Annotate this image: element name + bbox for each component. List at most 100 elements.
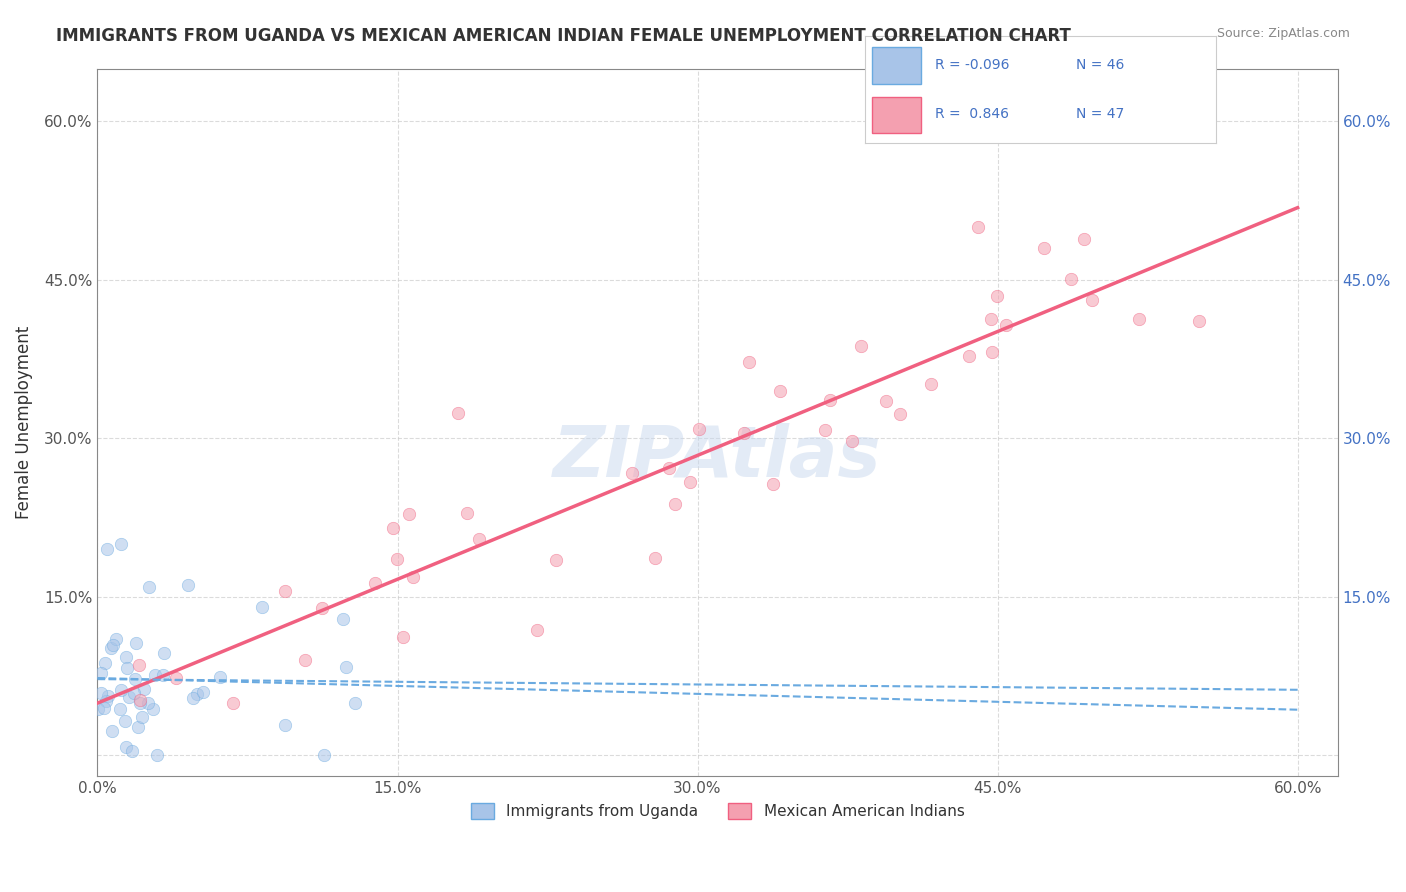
Point [526,624,548,638]
Text: N = 46: N = 46 [1076,58,1123,71]
Point [100,723,122,738]
Point [86,702,108,716]
Text: N = 47: N = 47 [1076,107,1123,120]
Point [966,219,988,234]
Point [118,690,141,704]
Point [762,476,785,491]
Point [981,345,1004,359]
Point [957,349,980,363]
FancyBboxPatch shape [872,47,921,84]
Point [544,553,567,567]
Point [312,747,335,762]
Point [143,667,166,681]
Point [153,646,176,660]
Point [250,599,273,614]
Point [889,408,911,422]
Point [142,701,165,715]
Point [146,747,169,762]
Text: IMMIGRANTS FROM UGANDA VS MEXICAN AMERICAN INDIAN FEMALE UNEMPLOYMENT CORRELATIO: IMMIGRANTS FROM UGANDA VS MEXICAN AMERIC… [56,27,1071,45]
Point [332,612,354,626]
Point [121,744,143,758]
Point [181,691,204,706]
Point [980,312,1002,326]
Point [1128,311,1150,326]
Point [209,670,232,684]
Point [96,542,118,557]
Point [90,666,112,681]
Point [849,339,872,353]
Point [841,434,863,449]
Point [392,630,415,644]
Point [621,467,644,481]
Point [664,498,686,512]
Point [1073,232,1095,246]
Point [364,576,387,591]
Point [124,672,146,686]
Point [994,318,1017,332]
Point [110,537,132,551]
Point [456,506,478,520]
Point [986,289,1008,303]
Text: R = -0.096: R = -0.096 [935,58,1010,71]
Point [114,714,136,728]
Point [136,696,159,710]
Legend: Immigrants from Uganda, Mexican American Indians: Immigrants from Uganda, Mexican American… [464,797,970,825]
Point [96,694,118,708]
Point [343,696,366,710]
Point [90,686,112,700]
Point [122,685,145,699]
Point [94,656,117,670]
Point [222,696,245,710]
Point [115,740,138,755]
Point [920,377,942,392]
Point [733,425,755,440]
Point [1060,271,1083,285]
Point [382,521,405,535]
Point [101,638,124,652]
Point [125,636,148,650]
Point [274,718,297,732]
Point [115,661,138,675]
Point [97,689,120,703]
Point [814,423,837,437]
Point [93,700,115,714]
Point [138,580,160,594]
Point [165,672,187,686]
Point [274,584,297,599]
Point [818,392,841,407]
Point [131,710,153,724]
Point [127,720,149,734]
Point [1081,293,1104,307]
Point [335,659,357,673]
Point [679,475,702,490]
Text: Source: ZipAtlas.com: Source: ZipAtlas.com [1216,27,1350,40]
Text: R =  0.846: R = 0.846 [935,107,1010,120]
Point [132,681,155,696]
FancyBboxPatch shape [872,96,921,133]
Point [402,570,425,584]
Point [128,696,150,710]
Point [294,653,316,667]
Point [1033,241,1056,255]
Point [105,632,128,647]
Point [385,551,408,566]
Point [738,355,761,369]
Point [644,551,666,566]
Point [128,658,150,673]
Y-axis label: Female Unemployment: Female Unemployment [15,326,32,519]
Point [468,532,491,546]
Point [110,702,132,716]
Point [875,393,897,408]
Point [186,687,208,701]
Point [769,384,792,399]
Point [311,601,333,615]
Point [1188,314,1211,328]
Point [658,461,681,475]
Point [447,405,470,419]
Point [191,685,214,699]
Text: ZIPAtlas: ZIPAtlas [554,423,882,492]
Point [100,640,122,655]
Point [115,650,138,665]
Point [176,577,198,591]
Point [152,667,174,681]
